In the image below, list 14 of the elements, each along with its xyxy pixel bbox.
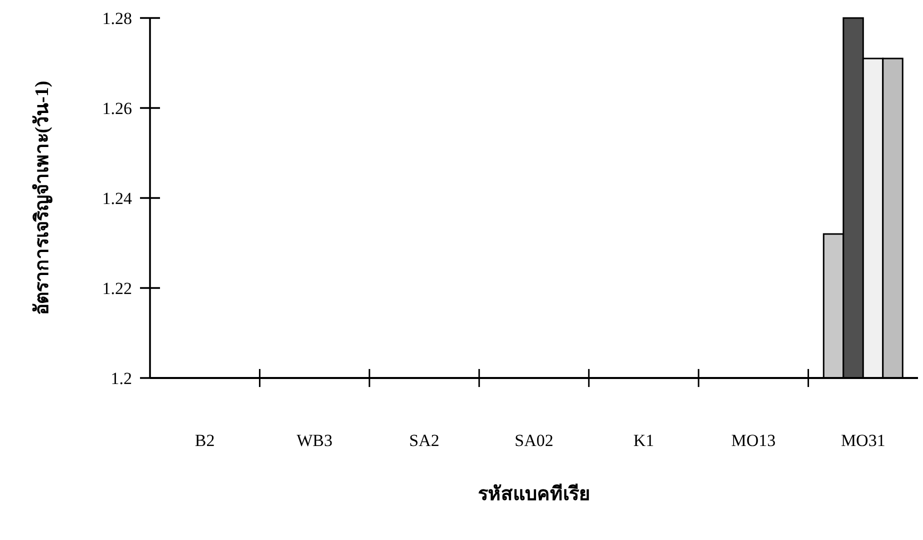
x-tick-label: MO31	[840, 431, 886, 450]
y-tick-label: 1.28	[102, 9, 132, 28]
x-tick-label: B2	[194, 431, 215, 450]
x-tick-label: WB3	[296, 431, 333, 450]
y-tick-label: 1.26	[102, 99, 132, 118]
x-tick-label: SA02	[514, 431, 554, 450]
x-tick-label: K1	[633, 431, 654, 450]
y-tick-label: 1.24	[102, 189, 132, 208]
x-tick-label: MO13	[731, 431, 776, 450]
x-axis-title: รหัสแบคทีเรีย	[478, 483, 590, 505]
x-tick-label: SA2	[409, 431, 440, 450]
y-tick-label: 1.2	[110, 369, 132, 388]
y-axis-title: อัตราการเจริญจำเพาะ(วัน-1)	[32, 80, 53, 316]
y-tick-label: 1.22	[102, 279, 132, 298]
